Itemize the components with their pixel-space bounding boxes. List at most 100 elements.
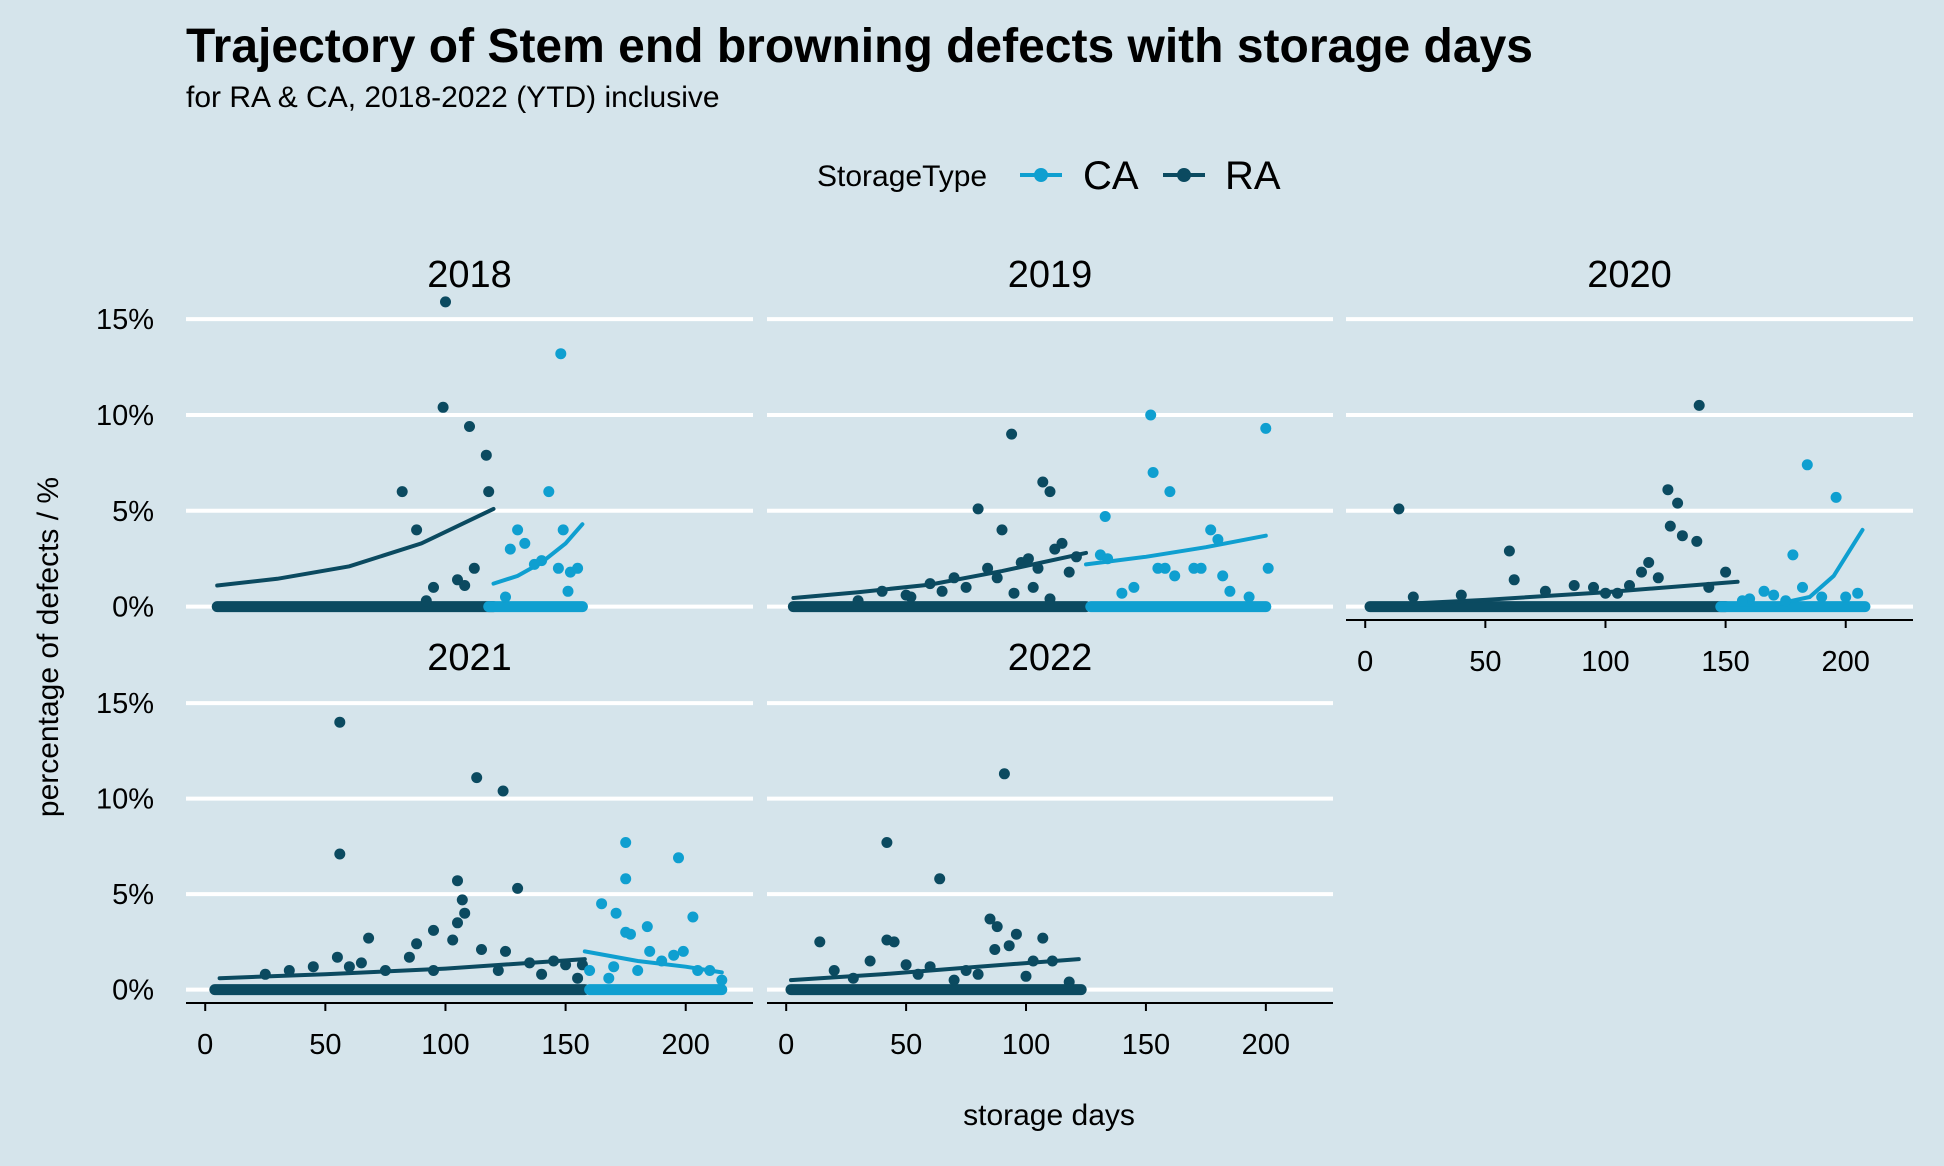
data-point	[1260, 422, 1272, 434]
data-point	[900, 589, 912, 601]
x-axis-title: storage days	[963, 1099, 1135, 1132]
data-point	[1662, 484, 1674, 496]
data-point	[1063, 566, 1075, 578]
data-point	[1070, 551, 1082, 563]
data-point	[552, 562, 564, 574]
data-point	[464, 421, 475, 432]
x-tick-label: 0	[1357, 646, 1373, 678]
data-point	[500, 591, 511, 603]
data-point	[924, 578, 936, 590]
data-point	[1195, 562, 1207, 574]
chart-title: Trajectory of Stem end browning defects …	[186, 20, 1533, 73]
data-point	[620, 873, 632, 885]
data-point	[1205, 524, 1217, 536]
x-tick-label: 200	[1242, 1029, 1290, 1061]
data-point	[1693, 399, 1705, 411]
data-point	[1164, 486, 1176, 498]
data-point	[379, 965, 391, 976]
y-tick-label: 10%	[96, 400, 154, 432]
data-point	[677, 945, 689, 957]
data-point	[1027, 581, 1039, 593]
panel-strip-label: 2021	[427, 637, 512, 679]
x-tick-label: 200	[1822, 646, 1870, 678]
y-tick-label: 15%	[96, 688, 154, 720]
y-axis-title: percentage of defects / %	[32, 477, 65, 817]
data-point	[428, 581, 439, 593]
x-tick-label: 0	[778, 1029, 794, 1061]
data-point	[437, 401, 449, 413]
data-point	[1643, 557, 1655, 568]
x-tick-label: 200	[662, 1029, 710, 1061]
data-point	[1145, 409, 1157, 421]
data-point	[1063, 976, 1075, 988]
data-point	[641, 921, 653, 933]
y-tick-label: 5%	[112, 879, 154, 911]
data-point	[984, 913, 996, 925]
panel-strip-label: 2019	[1008, 254, 1093, 296]
data-point	[447, 934, 459, 946]
data-point	[471, 772, 483, 784]
data-point	[1099, 511, 1111, 522]
data-point	[519, 537, 531, 549]
data-point	[1664, 520, 1676, 532]
legend-label-ca: CA	[1083, 154, 1139, 198]
data-point	[1612, 587, 1623, 599]
data-point	[608, 961, 620, 973]
data-point	[500, 945, 511, 957]
data-point	[1147, 467, 1159, 478]
data-point	[1224, 585, 1236, 597]
series-ca	[582, 837, 728, 996]
data-point	[936, 585, 948, 597]
data-point	[331, 951, 343, 963]
data-point	[1212, 534, 1224, 545]
data-point	[1787, 549, 1799, 561]
series-ca	[1715, 459, 1871, 613]
data-point	[1797, 581, 1808, 593]
data-point	[924, 961, 936, 973]
data-point	[948, 572, 960, 584]
data-point	[1736, 595, 1748, 607]
data-point	[1624, 580, 1635, 591]
data-point	[497, 785, 509, 797]
data-point	[814, 936, 826, 948]
data-point	[536, 968, 548, 980]
data-point	[1243, 591, 1255, 603]
trend-line	[1718, 527, 1865, 607]
data-point	[1830, 491, 1842, 503]
series-ra	[209, 716, 591, 996]
panel-2019: 2019	[767, 254, 1333, 613]
data-point	[334, 716, 346, 728]
data-point	[562, 585, 574, 597]
data-point	[620, 926, 632, 938]
data-point	[483, 486, 495, 498]
data-point	[828, 965, 840, 976]
data-point	[1027, 955, 1039, 967]
data-point	[480, 449, 492, 461]
panel-strip-label: 2022	[1008, 637, 1093, 679]
data-point	[536, 555, 548, 567]
data-point	[1003, 940, 1015, 952]
data-point	[1758, 585, 1770, 597]
data-point	[1801, 459, 1813, 471]
data-point	[572, 972, 584, 984]
data-point	[1455, 589, 1467, 601]
data-point	[440, 296, 451, 308]
data-point	[584, 965, 596, 976]
data-point	[456, 894, 468, 906]
data-point	[557, 524, 569, 536]
data-point	[1037, 932, 1049, 944]
data-point	[428, 965, 439, 976]
panel-2022: 2022 0 50 100 150 200	[767, 637, 1333, 1061]
data-point	[1022, 553, 1034, 565]
panel-2021: 2021 0% 5% 10% 15% 0 50 100 150 200	[96, 637, 753, 1061]
panel-strip-label: 2018	[427, 254, 512, 296]
data-point	[307, 961, 319, 973]
data-point	[704, 965, 716, 976]
data-point	[847, 972, 859, 984]
data-point	[692, 965, 704, 976]
data-point	[355, 957, 367, 969]
data-point	[632, 965, 644, 976]
data-point	[512, 882, 524, 894]
x-tick-label: 50	[1469, 646, 1501, 678]
